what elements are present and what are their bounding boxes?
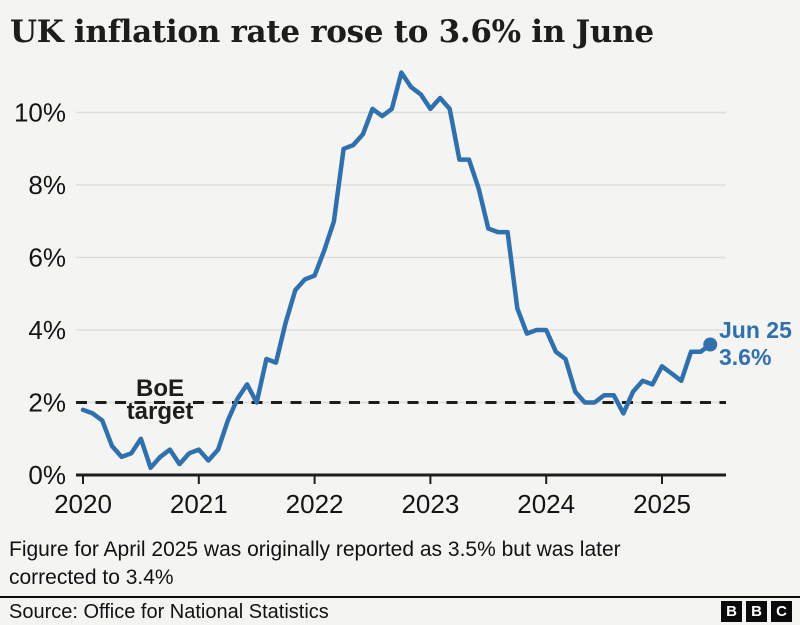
footnote-text: Figure for April 2025 was originally rep… <box>9 538 621 589</box>
boe-target-label-line1: BoE <box>136 375 184 402</box>
x-tick-label-2020: 2020 <box>54 489 112 519</box>
y-tick-label-8%: 8% <box>28 170 66 200</box>
source-text: Source: Office for National Statistics <box>9 601 329 623</box>
x-tick-label-2021: 2021 <box>170 489 228 519</box>
bbc-logo-letter: B <box>721 601 742 622</box>
boe-target-label-line2: target <box>126 398 194 425</box>
latest-value-annotation: Jun 25 3.6% <box>719 317 792 371</box>
footer-divider <box>0 596 800 598</box>
x-tick-label-2024: 2024 <box>517 489 575 519</box>
boe-target-label: BoE target <box>110 375 210 425</box>
x-tick-label-2023: 2023 <box>401 489 459 519</box>
x-tick-label-2022: 2022 <box>286 489 344 519</box>
bbc-logo-letter: C <box>771 601 792 622</box>
bbc-logo: B B C <box>721 601 792 622</box>
latest-value-date: Jun 25 <box>719 317 792 343</box>
x-tick-label-2025: 2025 <box>633 489 691 519</box>
bbc-logo-letter: B <box>746 601 767 622</box>
latest-value-dot <box>703 337 718 352</box>
inflation-line-chart: 2020 2021 2022 2023 2024 2025 0% 2% 4% 6% 8% 10% <box>14 70 726 519</box>
footer-row: Source: Office for National Statistics B… <box>0 598 800 625</box>
y-tick-label-10%: 10% <box>14 98 66 128</box>
inflation-series-line <box>80 70 713 471</box>
y-tick-label-6%: 6% <box>28 243 66 273</box>
y-tick-label-4%: 4% <box>28 315 66 345</box>
chart-title: UK inflation rate rose to 3.6% in June <box>10 14 654 50</box>
latest-value-number: 3.6% <box>719 344 772 370</box>
y-tick-label-0%: 0% <box>28 460 66 490</box>
y-tick-label-2%: 2% <box>28 388 66 418</box>
